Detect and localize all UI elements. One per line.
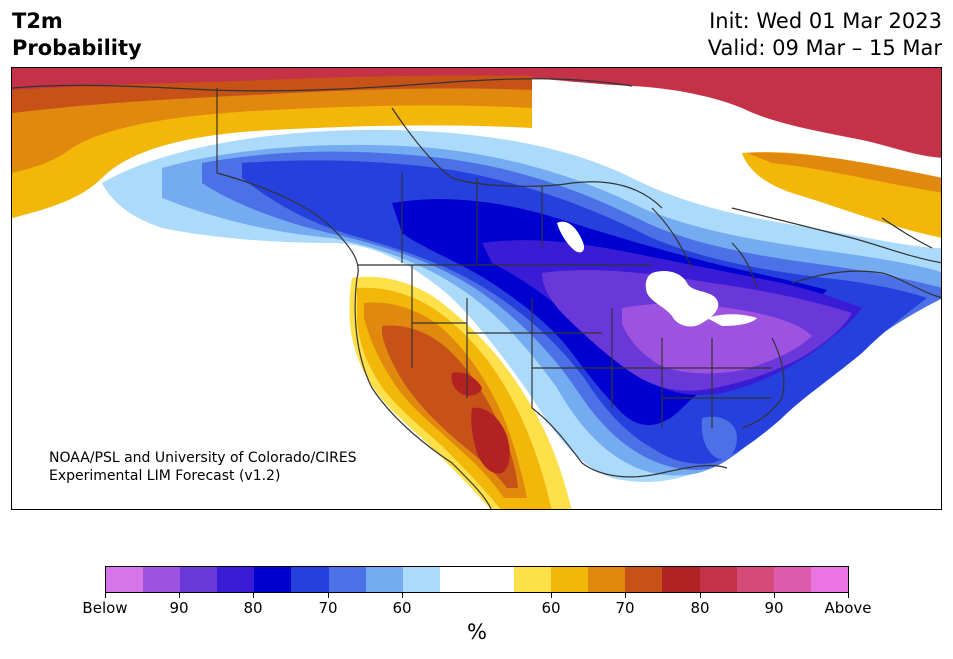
colorbar-cell (254, 567, 292, 592)
valid-range: Valid: 09 Mar – 15 Mar (707, 36, 942, 60)
colorbar-cell (143, 567, 181, 592)
credit-line-1: NOAA/PSL and University of Colorado/CIRE… (49, 450, 357, 466)
probability-map (11, 67, 942, 510)
tickmark-b70 (328, 593, 329, 598)
tickmark-b60 (402, 593, 403, 598)
tickmark-a60 (551, 593, 552, 598)
title-line-2: Probability (12, 36, 142, 60)
southeast-band (701, 416, 737, 460)
credit-text: NOAA/PSL and University of Colorado/CIRE… (49, 449, 357, 485)
tick-b80: 80 (243, 599, 263, 617)
tick-b60: 60 (392, 599, 412, 617)
boundaries (12, 78, 941, 509)
colorbar-cell (217, 567, 255, 592)
colorbar-cell (328, 567, 366, 592)
tick-a80: 80 (690, 599, 710, 617)
colorbar-cell (736, 567, 774, 592)
tickmark-a80 (700, 593, 701, 598)
colorbar-unit: % (467, 620, 487, 644)
colorbar-cell (291, 567, 329, 592)
great-lakes (645, 271, 719, 327)
colorbar-cell (625, 567, 663, 592)
colorbar-cell (551, 567, 589, 592)
colorbar-cell (810, 567, 848, 592)
tickmark-below (105, 593, 106, 598)
colorbar-cell (476, 567, 515, 592)
colorbar-cell (439, 567, 477, 592)
northeast-orange (747, 152, 941, 193)
tickmark-b80 (253, 593, 254, 598)
colorbar (105, 566, 849, 593)
map-canvas (12, 68, 941, 509)
colorbar-cell (662, 567, 700, 592)
tick-a60: 60 (541, 599, 561, 617)
colorbar-cell (180, 567, 218, 592)
tickmark-a90 (774, 593, 775, 598)
tick-above: Above (824, 599, 872, 617)
title-line-1: T2m (12, 9, 63, 33)
tickmark-b90 (179, 593, 180, 598)
arctic-above (532, 68, 941, 158)
tickmark-a70 (625, 593, 626, 598)
tick-a70: 70 (615, 599, 635, 617)
forecast-dates: Init: Wed 01 Mar 2023 Valid: 09 Mar – 15… (708, 8, 942, 62)
colorbar-cell (402, 567, 440, 592)
colorbar-cell (773, 567, 811, 592)
tick-a90: 90 (764, 599, 784, 617)
above-band-far-north (12, 68, 532, 90)
below-band-95 (622, 303, 812, 374)
init-date: Init: Wed 01 Mar 2023 (709, 9, 942, 33)
lake-erie-ontario (707, 314, 757, 326)
colorbar-cell (699, 567, 737, 592)
colorbar-cell (588, 567, 626, 592)
lake-winnipeg (557, 221, 585, 253)
tick-b70: 70 (318, 599, 338, 617)
map-title: T2m Probability (12, 8, 142, 62)
tick-below: Below (82, 599, 128, 617)
colorbar-cell (514, 567, 552, 592)
above-band-80-southwest (471, 407, 510, 474)
colorbar-cell (365, 567, 403, 592)
tick-b90: 90 (169, 599, 189, 617)
credit-line-2: Experimental LIM Forecast (v1.2) (49, 468, 281, 484)
colorbar-cell (106, 567, 144, 592)
tickmark-above (848, 593, 849, 598)
